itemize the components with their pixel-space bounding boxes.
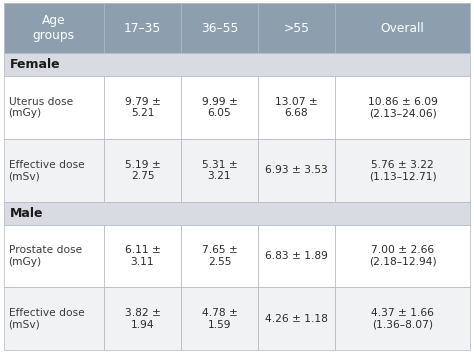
Text: 5.76 ± 3.22
(1.13–12.71): 5.76 ± 3.22 (1.13–12.71)	[369, 160, 437, 181]
Bar	[335, 139, 470, 202]
Bar	[258, 139, 335, 202]
Bar	[4, 76, 104, 139]
Text: 7.00 ± 2.66
(2.18–12.94): 7.00 ± 2.66 (2.18–12.94)	[369, 245, 437, 267]
Text: Overall: Overall	[381, 22, 424, 35]
Text: Age
groups: Age groups	[33, 14, 75, 42]
Text: >55: >55	[283, 22, 310, 35]
Text: 3.82 ±
1.94: 3.82 ± 1.94	[125, 308, 161, 330]
Bar	[181, 225, 258, 287]
Bar	[181, 76, 258, 139]
Text: 6.83 ± 1.89: 6.83 ± 1.89	[265, 251, 328, 261]
Text: 6.11 ±
3.11: 6.11 ± 3.11	[125, 245, 161, 267]
Bar	[181, 3, 258, 53]
Bar	[104, 139, 181, 202]
Bar	[4, 225, 104, 287]
Bar	[4, 139, 104, 202]
Text: 7.65 ±
2.55: 7.65 ± 2.55	[201, 245, 237, 267]
Bar	[335, 287, 470, 350]
Bar	[104, 225, 181, 287]
Text: 10.86 ± 6.09
(2.13–24.06): 10.86 ± 6.09 (2.13–24.06)	[368, 97, 438, 119]
Bar	[104, 3, 181, 53]
Bar	[335, 225, 470, 287]
Text: Female: Female	[9, 58, 60, 71]
Text: 6.93 ± 3.53: 6.93 ± 3.53	[265, 165, 328, 175]
Text: Effective dose
(mSv): Effective dose (mSv)	[9, 308, 84, 330]
Text: Male: Male	[9, 207, 43, 220]
Text: 5.31 ±
3.21: 5.31 ± 3.21	[201, 160, 237, 181]
Text: 9.99 ±
6.05: 9.99 ± 6.05	[201, 97, 237, 119]
Text: 9.79 ±
5.21: 9.79 ± 5.21	[125, 97, 161, 119]
Bar	[4, 53, 470, 76]
Bar	[258, 3, 335, 53]
Bar	[258, 225, 335, 287]
Text: 4.26 ± 1.18: 4.26 ± 1.18	[265, 314, 328, 324]
Bar	[258, 76, 335, 139]
Bar	[4, 202, 470, 225]
Bar	[335, 76, 470, 139]
Text: Effective dose
(mSv): Effective dose (mSv)	[9, 160, 84, 181]
Text: 13.07 ±
6.68: 13.07 ± 6.68	[275, 97, 318, 119]
Bar	[258, 287, 335, 350]
Bar	[181, 287, 258, 350]
Text: Prostate dose
(mGy): Prostate dose (mGy)	[9, 245, 82, 267]
Text: 17–35: 17–35	[124, 22, 161, 35]
Text: 5.19 ±
2.75: 5.19 ± 2.75	[125, 160, 160, 181]
Bar	[335, 3, 470, 53]
Text: 4.78 ±
1.59: 4.78 ± 1.59	[201, 308, 237, 330]
Text: 36–55: 36–55	[201, 22, 238, 35]
Text: 4.37 ± 1.66
(1.36–8.07): 4.37 ± 1.66 (1.36–8.07)	[371, 308, 434, 330]
Bar	[4, 287, 104, 350]
Bar	[104, 76, 181, 139]
Bar	[104, 287, 181, 350]
Bar	[181, 139, 258, 202]
Text: Uterus dose
(mGy): Uterus dose (mGy)	[9, 97, 73, 119]
Bar	[4, 3, 104, 53]
